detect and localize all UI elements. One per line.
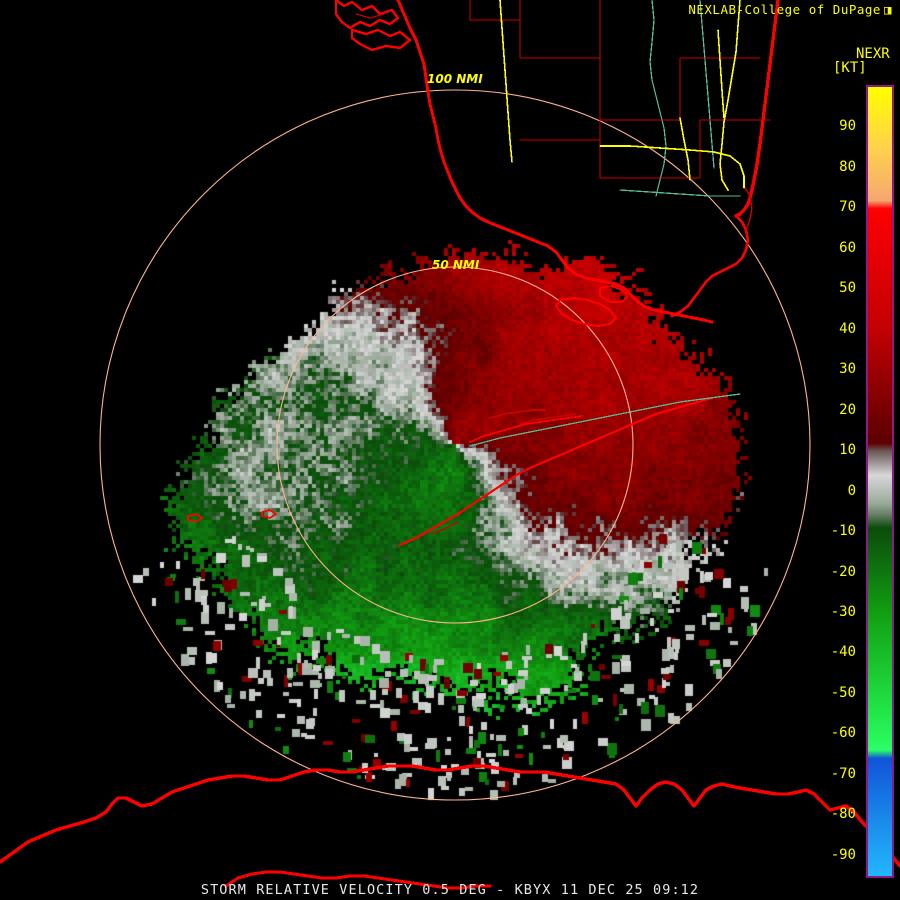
colorbar-tick-60: 60 — [839, 239, 856, 256]
colorbar-tick-20: 20 — [839, 401, 856, 418]
colorbar-tick-neg70: -70 — [830, 765, 856, 782]
colorbar-tick-neg10: -10 — [830, 523, 856, 540]
colorbar-tick-neg80: -80 — [830, 806, 856, 823]
colorbar-tick-80: 80 — [839, 158, 856, 175]
status-bar: STORM RELATIVE VELOCITY 0.5 DEG - KBYX 1… — [200, 882, 700, 898]
colorbar-tick-0: 0 — [847, 482, 856, 499]
colorbar-title: NEXR — [856, 46, 890, 62]
attribution-header: NEXLAB-College of DuPage ◨ — [688, 2, 892, 17]
colorbar-tick-neg60: -60 — [830, 725, 856, 742]
colorbar-tick-neg90: -90 — [830, 846, 856, 863]
colorbar-frame — [866, 85, 894, 878]
colorbar-tick-neg20: -20 — [830, 563, 856, 580]
colorbar-units: [KT] — [833, 60, 867, 76]
colorbar-tick-10: 10 — [839, 442, 856, 459]
colorbar-tick-neg30: -30 — [830, 604, 856, 620]
colorbar-tick-70: 70 — [839, 199, 856, 216]
colorbar-tick-30: 30 — [839, 361, 856, 378]
colorbar-tick-50: 50 — [839, 280, 856, 297]
colorbar[interactable] — [866, 85, 894, 878]
colorbar-gradient — [868, 87, 892, 876]
colorbar-tick-neg40: -40 — [830, 644, 856, 661]
colorbar-tick-40: 40 — [839, 320, 856, 337]
dupage-logo-icon: ◨ — [883, 2, 892, 17]
range-ring-label-1: 50 NMI — [432, 258, 480, 272]
attribution-text: NEXLAB-College of DuPage — [688, 2, 881, 17]
colorbar-tick-90: 90 — [839, 118, 856, 135]
range-ring-label-0: 100 NMI — [427, 72, 483, 86]
colorbar-tick-neg50: -50 — [830, 684, 856, 701]
